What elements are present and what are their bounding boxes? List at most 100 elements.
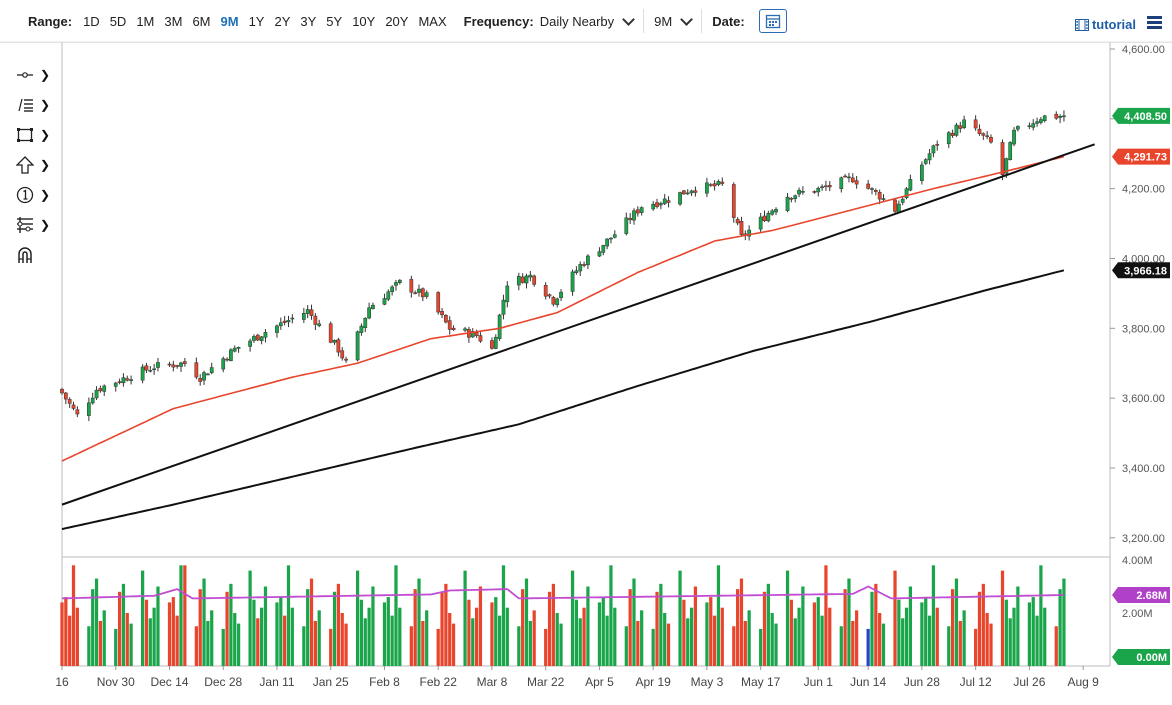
volume-bar (283, 615, 287, 666)
candle-up (397, 279, 402, 284)
candle-up (470, 331, 475, 338)
volume-bar (306, 589, 310, 666)
chevron-right-icon: ❯ (40, 68, 51, 82)
volume-bar (263, 586, 268, 666)
toolbar-divider (701, 9, 703, 33)
volume-zero-badge-label: 0.00M (1136, 652, 1167, 664)
volume-bar (71, 565, 76, 666)
range-9m[interactable]: 9M (220, 13, 239, 29)
date-label: Date: (712, 13, 745, 29)
range-6m[interactable]: 6M (192, 13, 211, 29)
candle-down (655, 202, 659, 207)
candle-down (478, 335, 483, 342)
period-dropdown[interactable]: 9M (654, 12, 694, 29)
volume-bar (582, 607, 586, 666)
candle-down (720, 181, 725, 184)
volume-bar (1027, 602, 1031, 666)
candle-down (893, 199, 897, 212)
volume-bar (64, 597, 68, 666)
volume-bar (94, 578, 99, 666)
frequency-value: Daily Nearby (539, 13, 615, 29)
volume-bar (601, 597, 605, 666)
ma50-badge-label: 4,291.73 (1124, 152, 1167, 164)
volume-bar (363, 618, 367, 666)
candle-down (336, 339, 341, 353)
range-3y[interactable]: 3Y (300, 13, 317, 29)
volume-zero-badge: 0.00M (1112, 649, 1170, 665)
candle-down (977, 128, 982, 134)
arrow-tool[interactable]: ❯ (16, 150, 60, 180)
tutorial-link[interactable]: tutorial (1074, 17, 1136, 32)
rectangle-tool[interactable]: ❯ (16, 120, 60, 150)
candle-down (125, 378, 130, 381)
candle-up (570, 271, 575, 292)
range-3m[interactable]: 3M (164, 13, 183, 29)
volume-bar (505, 607, 509, 666)
range-5d[interactable]: 5D (109, 13, 127, 29)
candle-down (98, 388, 103, 392)
magnet-tool[interactable] (16, 240, 60, 270)
number-marker-tool[interactable]: ❯ (16, 180, 60, 210)
volume-bar (1039, 565, 1043, 666)
candle-down (712, 183, 717, 187)
candle-up (870, 188, 874, 190)
candle-up (839, 177, 844, 189)
volume-bar (367, 607, 371, 666)
volume-bar (444, 583, 448, 666)
range-group: Range: 1D 5D 1M 3M 6M 9M 1Y 2Y 3Y 5Y 10Y 20Y MAX (28, 14, 452, 29)
fibonacci-tool[interactable]: ❯ (16, 210, 60, 240)
volume-bar (471, 618, 475, 666)
volume-bar (474, 607, 479, 666)
date-tick-label: Feb 22 (420, 675, 458, 689)
candle-up (931, 145, 936, 154)
volume-bar (144, 599, 149, 666)
range-1m[interactable]: 1M (136, 13, 155, 29)
candle-up (624, 217, 629, 234)
volume-bar (924, 597, 928, 666)
trendline-tool[interactable]: ❯ (16, 90, 60, 120)
ma200-line (61, 269, 1065, 531)
range-20y[interactable]: 20Y (385, 13, 409, 29)
volume-bar (409, 626, 413, 666)
frequency-dropdown[interactable]: Daily Nearby (539, 12, 636, 29)
candle-up (678, 192, 682, 205)
volume-bar (950, 589, 955, 666)
arrow-up-icon (16, 156, 34, 174)
candle-up (758, 216, 763, 230)
volume-bar (148, 618, 152, 666)
candle-up (1004, 158, 1009, 174)
volume-bar (927, 615, 932, 666)
calendar-button[interactable] (758, 9, 787, 33)
volume-bar (275, 602, 279, 666)
candle-down (409, 279, 414, 293)
candle-up (394, 282, 398, 286)
volume-bar (977, 591, 982, 666)
date-tick-label: Mar 8 (477, 675, 508, 689)
hamburger-menu-icon[interactable] (1147, 14, 1162, 31)
range-2y[interactable]: 2Y (274, 13, 291, 29)
range-1y[interactable]: 1Y (248, 13, 265, 29)
date-tick-label: Mar 22 (527, 675, 565, 689)
volume-ma-badge-label: 2.68M (1136, 590, 1167, 602)
volume-bar (183, 565, 187, 666)
volume-bar (716, 565, 721, 666)
crosshair-tool[interactable]: ❯ (16, 60, 60, 90)
candle-down (313, 315, 318, 325)
candle-up (1027, 125, 1032, 127)
volume-bar (413, 589, 417, 666)
candle-down (666, 200, 671, 203)
volume-tick-label: 4.00M (1122, 555, 1153, 567)
price-tick-label: 4,600.00 (1122, 44, 1165, 56)
range-max[interactable]: MAX (418, 13, 447, 29)
volume-bar (129, 623, 133, 666)
candle-up (390, 286, 395, 293)
range-10y[interactable]: 10Y (352, 13, 376, 29)
toolbar-divider (643, 9, 645, 33)
range-1d[interactable]: 1D (83, 13, 100, 29)
candle-up (501, 299, 506, 315)
range-5y[interactable]: 5Y (326, 13, 343, 29)
candle-up (923, 159, 928, 164)
candle-up (605, 238, 609, 247)
candle-down (60, 388, 64, 394)
